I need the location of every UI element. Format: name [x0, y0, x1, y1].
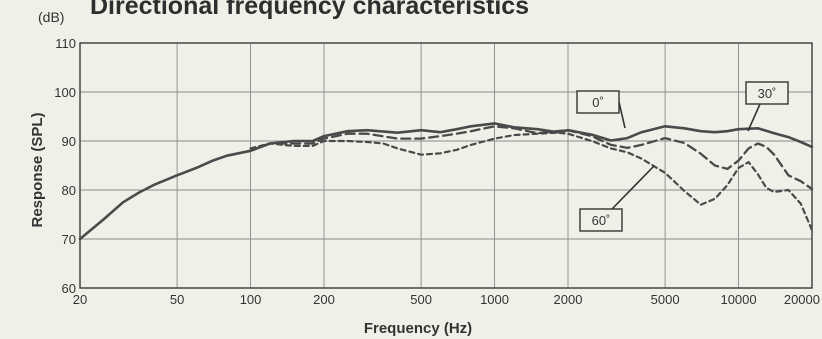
callout-leader [618, 101, 626, 129]
callout-leader [747, 103, 761, 132]
grid-lines [80, 43, 812, 288]
x-axis-label: Frequency (Hz) [364, 320, 472, 337]
y-tick-label: 60 [62, 281, 76, 296]
callout-box [745, 81, 789, 105]
callout-box [576, 90, 620, 114]
y-tick-label: 70 [62, 232, 76, 247]
callout-leader [611, 165, 655, 210]
x-tick-label: 20 [73, 292, 87, 307]
x-tick-label: 20000 [784, 292, 820, 307]
x-tick-label: 2000 [554, 292, 583, 307]
x-tick-label: 1000 [480, 292, 509, 307]
plot-frame [79, 42, 813, 289]
x-tick-label: 5000 [651, 292, 680, 307]
series-lines [78, 122, 814, 241]
x-tick-label: 50 [170, 292, 184, 307]
series-line-2 [249, 131, 814, 232]
y-tick-label: 80 [62, 183, 76, 198]
chart-title: Directional frequency characteristics [90, 0, 529, 20]
y-tick-labels: 60 70 80 90 100 110 [54, 36, 76, 296]
series-callouts: 0˚ 30˚ 60˚ [576, 81, 789, 232]
y-axis-label: Response (SPL) [29, 112, 46, 227]
y-tick-label: 90 [62, 134, 76, 149]
unit-label: (dB) [38, 9, 64, 25]
x-tick-label: 200 [313, 292, 335, 307]
callout-label: 0˚ [592, 95, 604, 110]
x-tick-label: 10000 [720, 292, 756, 307]
callout-label: 30˚ [758, 86, 777, 101]
callout-label: 60˚ [592, 213, 611, 228]
y-tick-label: 100 [54, 85, 76, 100]
x-tick-label: 500 [410, 292, 432, 307]
x-tick-labels: 20 50 100 200 500 1000 2000 5000 10000 20000 [73, 292, 820, 307]
series-line-0 [78, 122, 814, 241]
series-line-1 [249, 125, 814, 191]
callout-box [579, 208, 623, 232]
y-tick-label: 110 [55, 36, 76, 51]
x-tick-label: 100 [240, 292, 262, 307]
